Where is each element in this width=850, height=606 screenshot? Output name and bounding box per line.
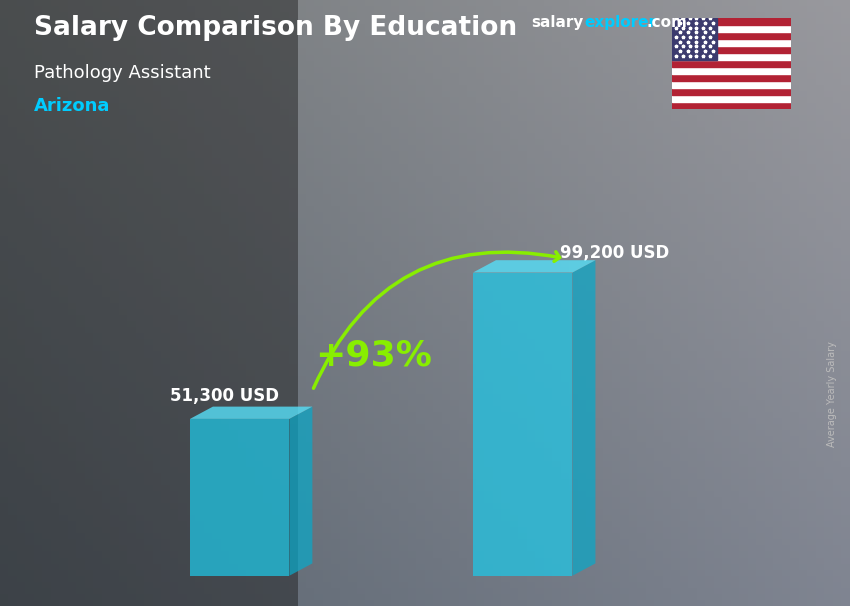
Polygon shape (190, 407, 313, 419)
Text: salary: salary (531, 15, 584, 30)
Polygon shape (0, 0, 298, 606)
Polygon shape (573, 260, 595, 576)
Bar (672, 102, 790, 109)
Text: 51,300 USD: 51,300 USD (170, 387, 279, 405)
Text: Salary Comparison By Education: Salary Comparison By Education (34, 15, 517, 41)
Bar (672, 60, 790, 67)
Polygon shape (473, 273, 573, 576)
Bar (672, 88, 790, 95)
Text: Average Yearly Salary: Average Yearly Salary (827, 341, 837, 447)
Bar (672, 18, 717, 60)
Text: +93%: +93% (315, 339, 432, 373)
Text: .com: .com (647, 15, 688, 30)
Bar (672, 25, 790, 32)
Bar (672, 67, 790, 74)
Polygon shape (289, 407, 313, 576)
Bar (672, 32, 790, 39)
Polygon shape (190, 419, 289, 576)
Bar (672, 53, 790, 60)
Text: explorer: explorer (585, 15, 657, 30)
Bar (672, 18, 790, 25)
Polygon shape (473, 260, 595, 273)
Bar (672, 74, 790, 81)
Text: Arizona: Arizona (34, 97, 110, 115)
Bar (672, 46, 790, 53)
Text: 99,200 USD: 99,200 USD (560, 244, 669, 262)
Bar (672, 39, 790, 46)
Bar (672, 95, 790, 102)
Bar (672, 81, 790, 88)
Text: Pathology Assistant: Pathology Assistant (34, 64, 211, 82)
